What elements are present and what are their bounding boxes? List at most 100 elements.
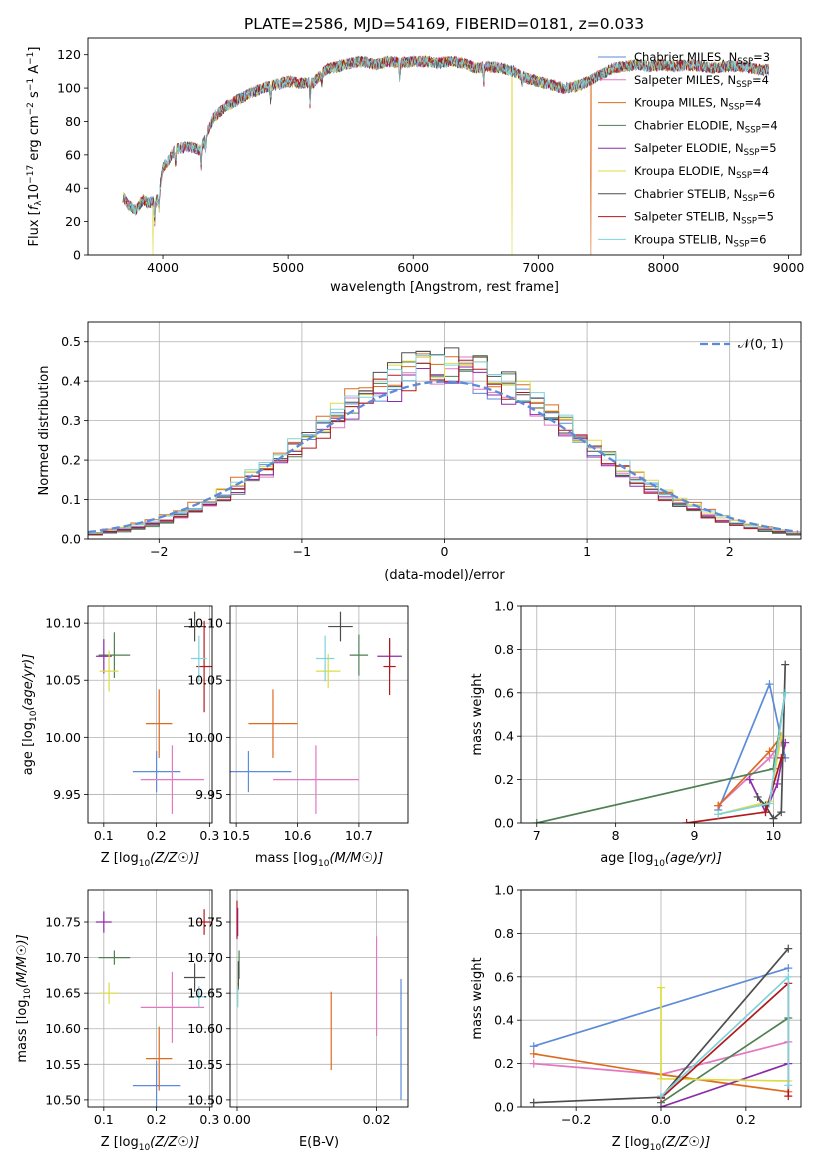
spectrum-line-salpeter-stelib [122, 55, 769, 220]
label-part: SSP [741, 217, 757, 227]
x-axis-label: Z [log10(Z/Z☉)] [612, 1135, 710, 1153]
legend-entry: Salpeter MILES, NSSP=4 [634, 73, 769, 90]
error-point-kroupa-stelib [190, 635, 207, 682]
weight-marker [657, 1092, 665, 1101]
label-part: SSP [742, 194, 758, 204]
weight-marker [781, 660, 790, 669]
x-axis-label: (data-model)/error [384, 568, 505, 583]
label-part: 10 [29, 710, 39, 722]
y-tick-label: 9.95 [195, 787, 223, 802]
weight-marker [532, 819, 541, 823]
weight-marker [714, 801, 723, 810]
x-tick-label: 0 [441, 544, 449, 559]
x-axis-label: mass [log10(M/M☉)] [255, 851, 383, 869]
error-point-kroupa-stelib [315, 635, 335, 682]
label-part: =4 [761, 118, 778, 132]
weight-marker [529, 1059, 538, 1068]
y-tick-label: 20 [65, 214, 81, 229]
y-tick-label: 0.0 [494, 816, 514, 831]
label-part: SSP [744, 148, 760, 158]
axes-frame [87, 321, 802, 540]
weight-line-kroupa-stelib [660, 974, 790, 1097]
legend-entry: Chabrier MILES, NSSP=3 [634, 50, 770, 67]
y-tick-label: 10.10 [187, 616, 223, 631]
error-point-kroupa-elodie [99, 982, 119, 1004]
error-point-kroupa-stelib [190, 986, 207, 1008]
error-point-chabrier-stelib [184, 611, 206, 642]
error-point-chabrier-stelib [328, 611, 353, 642]
label-part: log [15, 999, 30, 1019]
error-point-chabrier-miles [132, 1060, 181, 1107]
y-tick-label: 0.2 [494, 1056, 514, 1071]
label-part: Z [ [612, 1135, 630, 1150]
error-point-kroupa-miles [146, 1026, 173, 1091]
error-point-chabrier-miles [132, 751, 181, 793]
legend-entry: Chabrier STELIB, NSSP=6 [634, 187, 775, 204]
x-axis-label: age [log10(age/yr)] [600, 851, 722, 869]
weight-marker [765, 747, 774, 756]
y-tick-label: 10.60 [187, 1021, 223, 1036]
y-tick-label: 0.6 [494, 685, 514, 700]
x-axis-label: E(B-V) [299, 1135, 339, 1150]
spectrum-plot-area [122, 55, 769, 255]
label-part: mass [ [255, 851, 298, 866]
x-tick-label: 0.3 [199, 828, 219, 843]
label-part: A [27, 65, 42, 78]
weight-marker [781, 688, 790, 697]
weight-marker [753, 792, 762, 801]
x-tick-label: 1 [583, 544, 591, 559]
label-part: =4 [744, 96, 761, 110]
label-part: =6 [749, 232, 766, 246]
weight-marker [745, 775, 754, 784]
label-part: 10 [653, 859, 665, 869]
error-point-salpeter-miles [272, 745, 359, 814]
legend-entry: Salpeter ELODIE, NSSP=5 [634, 141, 777, 158]
error-point-salpeter-miles [140, 745, 205, 814]
y-tick-label: 0.1 [61, 492, 81, 507]
x-axis-label: wavelength [Angstrom, rest frame] [330, 280, 559, 295]
label-part: s [27, 91, 42, 102]
label-part: SSP [736, 80, 752, 90]
x-tick-label: 10 [765, 828, 781, 843]
x-tick-label: 6000 [397, 260, 429, 275]
x-tick-label: 7 [533, 828, 541, 843]
axes-frame [229, 889, 409, 1108]
label-part: Kroupa MILES, N [634, 96, 729, 110]
y-tick-label: 0.4 [61, 374, 81, 389]
error-point-kroupa-elodie [99, 650, 119, 692]
label-part: 10 [139, 859, 151, 869]
label-part: 10 [318, 859, 330, 869]
legend-entry: Kroupa STELIB, NSSP=6 [634, 232, 766, 249]
label-part: Flux [ [27, 210, 42, 246]
weight-marker [769, 814, 778, 823]
massweight-vs-Z-panel: −0.2 0.0 0.2 0.0 0.2 0.4 0.6 0.8 1.0 Z [log10(Z/Z… [470, 883, 802, 1153]
label-part: =4 [752, 73, 769, 87]
y-tick-label: 10.50 [45, 1092, 81, 1107]
axes-frame [229, 605, 409, 824]
y-tick-label: 1.0 [494, 599, 514, 614]
residuals-panel: −2 −1 0 1 2 0.0 0.1 0.2 0.3 0.4 0.5 𝒩(0, 1) (data-mo… [37, 321, 802, 583]
y-tick-label: 0.8 [494, 926, 514, 941]
x-tick-label: 9 [691, 828, 699, 843]
error-point-salpeter-stelib [383, 637, 396, 696]
label-part: =3 [753, 50, 770, 64]
label-part: mass [ [15, 1019, 30, 1062]
y-tick-label: 10.05 [187, 673, 223, 688]
mass-vs-EBV-panel: 0.00 0.02 10.50 10.55 10.60 10.65 10.70 10.75 E(… [187, 889, 409, 1150]
axes-frame [87, 37, 802, 256]
weight-line-chabrier-elodie [536, 692, 787, 823]
age-vs-mass-plot-area [230, 611, 402, 814]
label-part: age [ [21, 742, 36, 775]
y-tick-label: 0.0 [494, 1100, 514, 1115]
label-part: log [119, 1135, 139, 1150]
label-part: SSP [745, 125, 761, 135]
x-tick-label: 0.1 [94, 1112, 114, 1127]
weight-marker [657, 1103, 665, 1107]
x-tick-label: 10.7 [345, 828, 373, 843]
y-tick-label: 0.0 [61, 532, 81, 547]
x-tick-label: 0.02 [363, 1112, 391, 1127]
label-part: f [27, 203, 42, 210]
axes-frame [87, 889, 213, 1108]
y-axis-label: mass weight [470, 957, 485, 1039]
